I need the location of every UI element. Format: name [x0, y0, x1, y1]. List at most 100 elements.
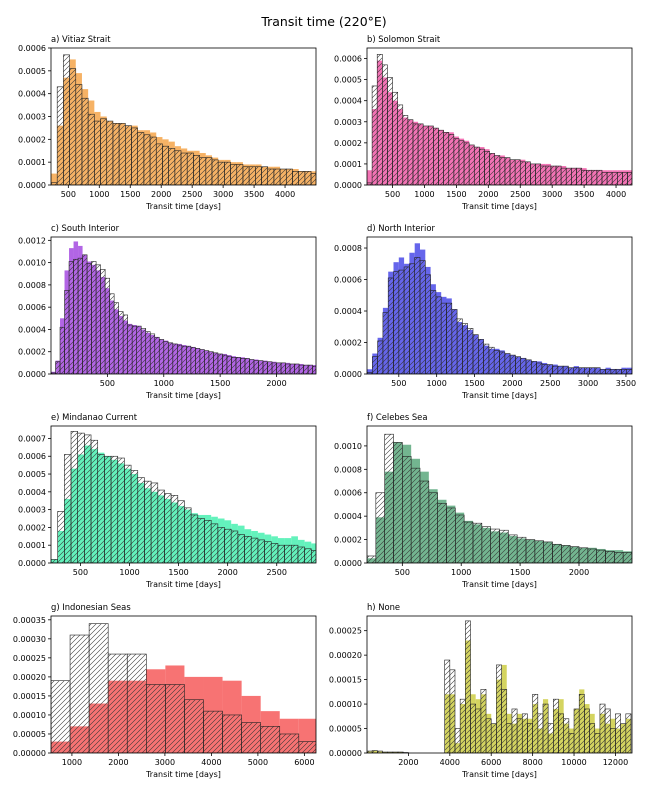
hatched-bar [304, 171, 312, 185]
hatched-bar [493, 350, 500, 374]
hatched-bar [620, 723, 627, 753]
panel-7: g) Indonesian Seas 1000 2000 3000 4000 5000 60… [13, 602, 317, 779]
hatched-bar [542, 703, 549, 753]
hatched-bar [104, 277, 110, 374]
hatched-bar [453, 138, 460, 185]
hatched-bar [596, 549, 606, 563]
hatched-bar [499, 157, 506, 185]
x-tick-label: 1000 [62, 758, 82, 767]
hatched-bar [527, 723, 533, 753]
hatched-bar [106, 120, 114, 185]
y-tick-label: 0.0004 [334, 512, 362, 521]
x-tick-label: 2500 [540, 379, 560, 388]
hatched-bar [604, 708, 611, 753]
y-tick-label: 0.0004 [334, 307, 362, 316]
x-tick-label: 500 [395, 568, 410, 577]
hatched-bar [462, 323, 468, 374]
hatched-bar [451, 309, 458, 374]
y-tick-label: 0.00015 [13, 692, 46, 701]
x-tick-label: 3000 [542, 190, 562, 199]
x-axis-label: Transit time [days] [461, 580, 537, 589]
x-tick-label: 1000 [154, 379, 174, 388]
hatched-bar [419, 480, 430, 563]
hatched-bar [525, 161, 531, 185]
filled-bar [317, 365, 322, 374]
hatched-bar [317, 366, 322, 374]
hatched-bar [446, 302, 453, 374]
hatched-bar [70, 431, 78, 563]
hatched-bar [248, 166, 256, 185]
hatched-bar [230, 530, 239, 563]
y-tick-label: 0.0012 [18, 236, 46, 245]
hatched-bar [237, 534, 245, 563]
hatched-bar [483, 343, 490, 374]
hatched-bar [578, 367, 585, 374]
panel-title: b) Solomon Strait [367, 34, 441, 44]
hatched-bar [97, 454, 105, 563]
hatched-bar [553, 698, 559, 753]
hatched-bar [494, 155, 501, 185]
hatched-bar [409, 263, 415, 374]
y-tick-label: 0.00025 [13, 654, 46, 663]
x-tick-label: 2000 [151, 190, 171, 199]
hatched-bar [81, 97, 89, 185]
hatched-bar [622, 552, 632, 563]
x-tick-label: 1000 [119, 568, 139, 577]
hatched-bar [599, 703, 606, 753]
hatched-bar [521, 713, 528, 753]
hatched-bar [146, 684, 166, 753]
x-axis-label: Transit time [days] [145, 391, 221, 400]
x-tick-label: 1500 [446, 190, 466, 199]
filled-bar [318, 545, 325, 563]
y-tick-label: 0.0007 [18, 434, 46, 443]
x-tick-label: 1000 [414, 190, 434, 199]
hatched-bar [163, 341, 169, 374]
hatched-bar [371, 356, 378, 374]
hatched-bar [387, 277, 394, 374]
hatched-bar [576, 167, 582, 185]
hatched-bar [242, 166, 250, 185]
hatched-bar [145, 331, 151, 374]
y-tick-label: 0.0000 [18, 370, 46, 379]
hatched-bar [384, 433, 394, 563]
hatched-bar [472, 334, 479, 374]
x-tick-label: 2000 [398, 758, 418, 767]
hatched-bar [601, 172, 608, 185]
hatched-bar [520, 357, 527, 374]
hatched-bar [433, 127, 439, 185]
hatched-bar [591, 169, 598, 185]
hatched-bar [77, 257, 83, 374]
hatched-bar [204, 350, 210, 374]
x-tick-label: 1500 [168, 568, 188, 577]
hatched-bar [410, 467, 421, 563]
hatched-bar [137, 477, 145, 563]
y-tick-label: 0.0006 [18, 303, 46, 312]
hatched-bar [184, 507, 192, 563]
hatched-bar [250, 537, 259, 563]
y-tick-label: 0.00020 [329, 651, 362, 660]
hatched-bar [555, 165, 562, 185]
x-tick-label: 500 [385, 190, 400, 199]
hatched-bar [257, 539, 265, 563]
hatched-bar [543, 541, 553, 563]
x-tick-label: 3000 [213, 190, 233, 199]
hatched-bar [290, 544, 299, 563]
hatched-bar [490, 528, 500, 563]
panel-1: a) Vitiaz Strait 500 1000 1500 2000 2500 3000 3… [18, 34, 317, 211]
hatched-bar [210, 523, 219, 563]
hatched-bar [424, 274, 431, 374]
x-tick-label: 1500 [210, 379, 230, 388]
hatched-bar [552, 543, 562, 563]
hatched-bar [217, 527, 225, 563]
hatched-bar [376, 54, 383, 185]
hatched-bar [519, 161, 526, 185]
y-tick-label: 0.00000 [13, 749, 46, 758]
hatched-bar [271, 362, 277, 374]
hatched-bar [428, 492, 438, 563]
hatched-bar [117, 457, 125, 563]
hatched-bar [626, 368, 632, 374]
hatched-bar [240, 358, 246, 374]
y-tick-label: 0.0006 [334, 276, 362, 285]
hatched-bar [307, 364, 313, 374]
panels-container: a) Vitiaz Strait 500 1000 1500 2000 2500 3000 3… [13, 34, 636, 779]
